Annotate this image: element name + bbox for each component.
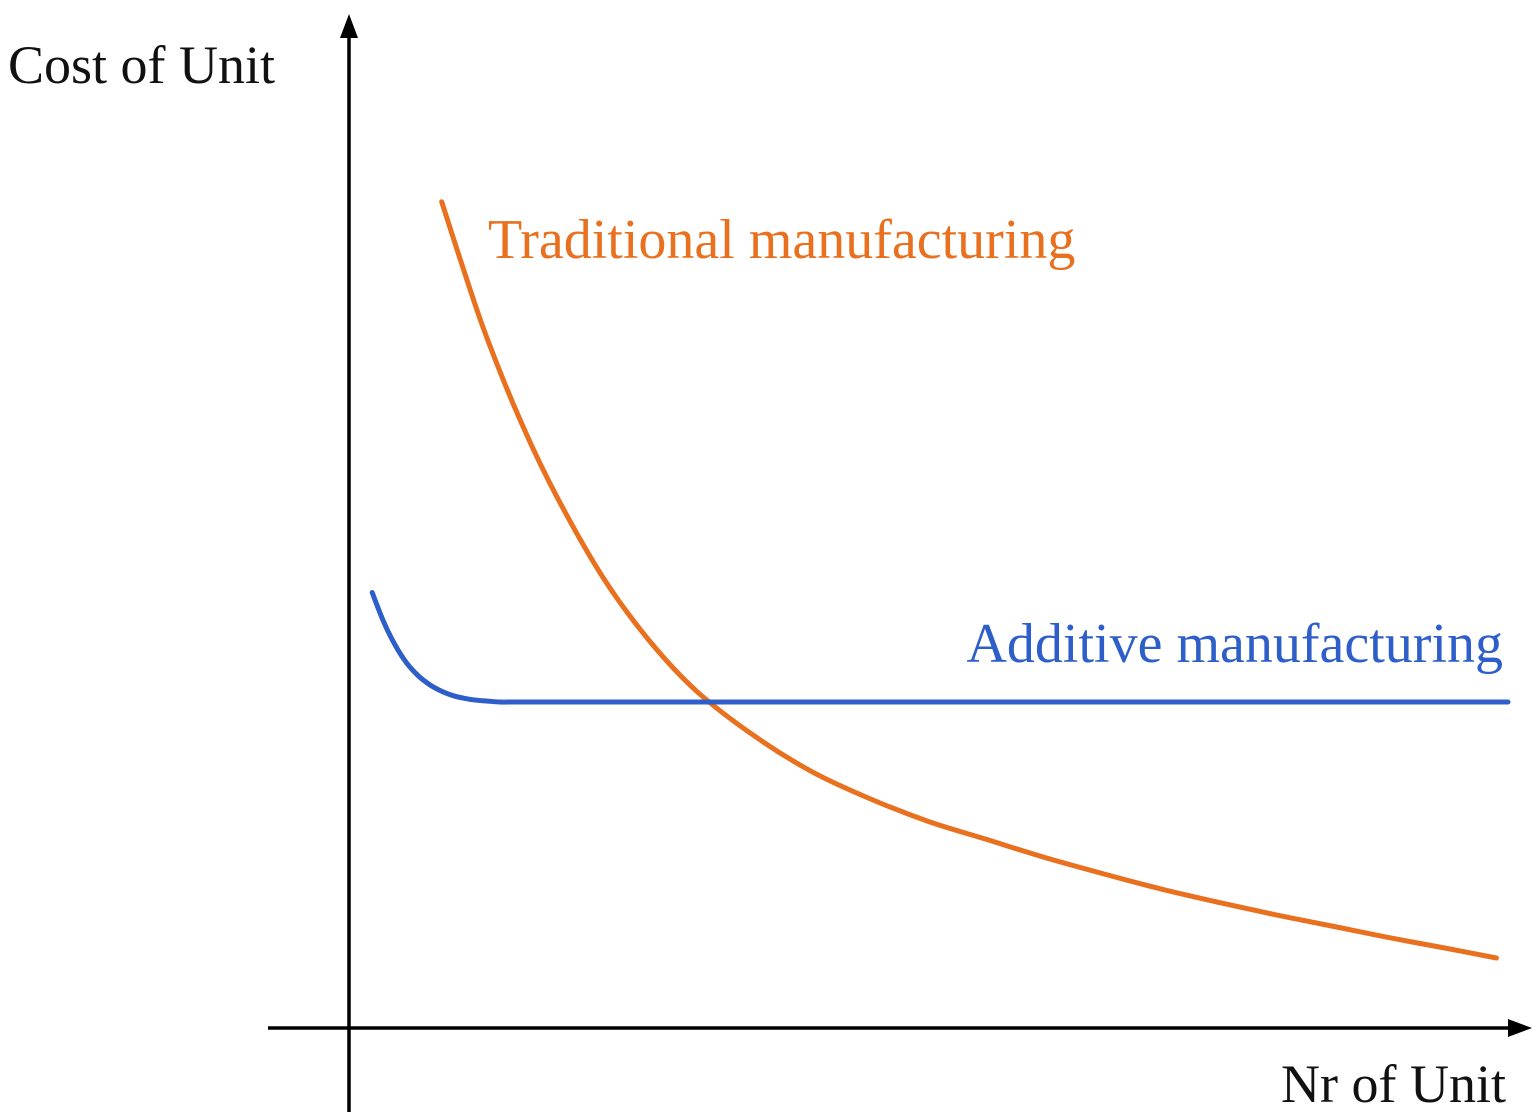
y-axis-arrowhead — [340, 14, 358, 38]
x-axis-arrowhead — [1508, 1019, 1532, 1037]
x-axis-label: Nr of Unit — [1281, 1054, 1506, 1114]
series-line-traditional-manufacturing — [439, 199, 1499, 961]
series-lines — [369, 199, 1511, 961]
series-label-additive-manufacturing: Additive manufacturing — [966, 613, 1503, 675]
y-axis-label: Cost of Unit — [8, 35, 275, 95]
axes — [268, 14, 1532, 1112]
series-line-additive-manufacturing — [369, 590, 1511, 705]
series-label-traditional-manufacturing: Traditional manufacturing — [488, 209, 1075, 271]
